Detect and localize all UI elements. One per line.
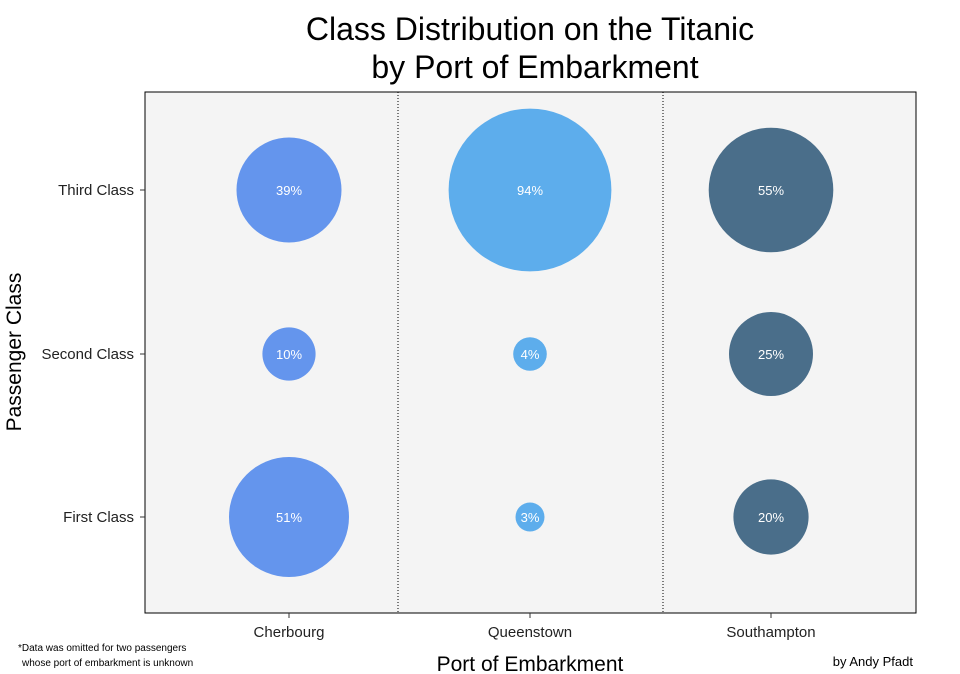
bubble-queenstown-second-class: [513, 337, 547, 371]
y-tick-label-third-class: Third Class: [58, 182, 134, 199]
data-label-queenstown-third-class: 94%: [517, 183, 543, 198]
footnote-line-1: *Data was omitted for two passengers: [18, 643, 186, 654]
data-label-queenstown-second-class: 4%: [521, 347, 540, 362]
bubble-southampton-third-class: [708, 127, 834, 253]
credit-text: by Andy Pfadt: [833, 654, 914, 669]
data-label-cherbourg-third-class: 39%: [276, 183, 302, 198]
data-label-cherbourg-first-class: 51%: [276, 510, 302, 525]
x-tick-label-queenstown: Queenstown: [488, 624, 572, 641]
bubble-southampton-first-class: [733, 479, 809, 555]
x-tick-label-cherbourg: Cherbourg: [254, 624, 325, 641]
y-tick-label-second-class: Second Class: [41, 346, 134, 363]
bubble-cherbourg-second-class: [262, 327, 316, 381]
footnote-line-2: whose port of embarkment is unknown: [21, 658, 193, 669]
y-axis-title: Passenger Class: [3, 273, 26, 432]
chart-title-line-2: by Port of Embarkment: [371, 49, 698, 85]
x-axis-title: Port of Embarkment: [437, 653, 624, 674]
bubble-cherbourg-third-class: [236, 137, 342, 243]
bubble-queenstown-first-class: [515, 502, 545, 532]
chart-title-line-1: Class Distribution on the Titanic: [306, 11, 754, 47]
bubble-queenstown-third-class: [448, 108, 612, 272]
data-label-queenstown-first-class: 3%: [521, 510, 540, 525]
data-label-cherbourg-second-class: 10%: [276, 347, 302, 362]
data-label-southampton-second-class: 25%: [758, 347, 784, 362]
x-tick-label-southampton: Southampton: [726, 624, 815, 641]
data-label-southampton-first-class: 20%: [758, 510, 784, 525]
bubble-southampton-second-class: [729, 312, 813, 396]
bubble-cherbourg-first-class: [229, 457, 349, 577]
y-tick-label-first-class: First Class: [63, 509, 134, 526]
data-label-southampton-third-class: 55%: [758, 183, 784, 198]
